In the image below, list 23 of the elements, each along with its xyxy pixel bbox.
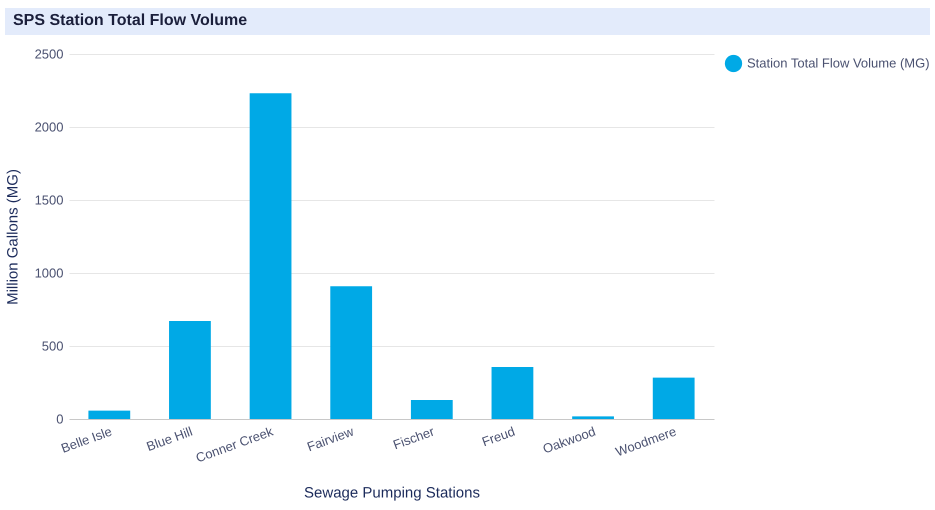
x-tick-label: Blue Hill (144, 424, 194, 454)
y-tick-label: 1500 (34, 192, 64, 208)
x-tick-label: Fischer (391, 423, 437, 452)
y-axis-title: Million Gallons (MG) (4, 169, 22, 305)
bar (250, 93, 292, 419)
bar (330, 286, 372, 419)
chart-title: SPS Station Total Flow Volume (5, 8, 930, 35)
y-tick-label: 500 (42, 338, 64, 354)
bar (652, 378, 695, 419)
legend-label: Station Total Flow Volume (MG) (747, 56, 930, 70)
y-tick-label: 2500 (34, 46, 64, 62)
bar (492, 367, 534, 419)
y-tick-label: 2000 (34, 120, 64, 134)
bar (572, 416, 614, 419)
bar (410, 400, 453, 419)
x-tick-label: Freud (480, 424, 517, 450)
bar (88, 410, 130, 419)
x-tick-label: Belle Isle (59, 424, 114, 456)
y-tick-label: 1000 (34, 266, 64, 280)
x-axis-title: Sewage Pumping Stations (304, 484, 480, 502)
bar (169, 321, 211, 419)
y-tick-label: 0 (56, 412, 64, 426)
x-tick-label: Conner Creek (194, 423, 276, 466)
